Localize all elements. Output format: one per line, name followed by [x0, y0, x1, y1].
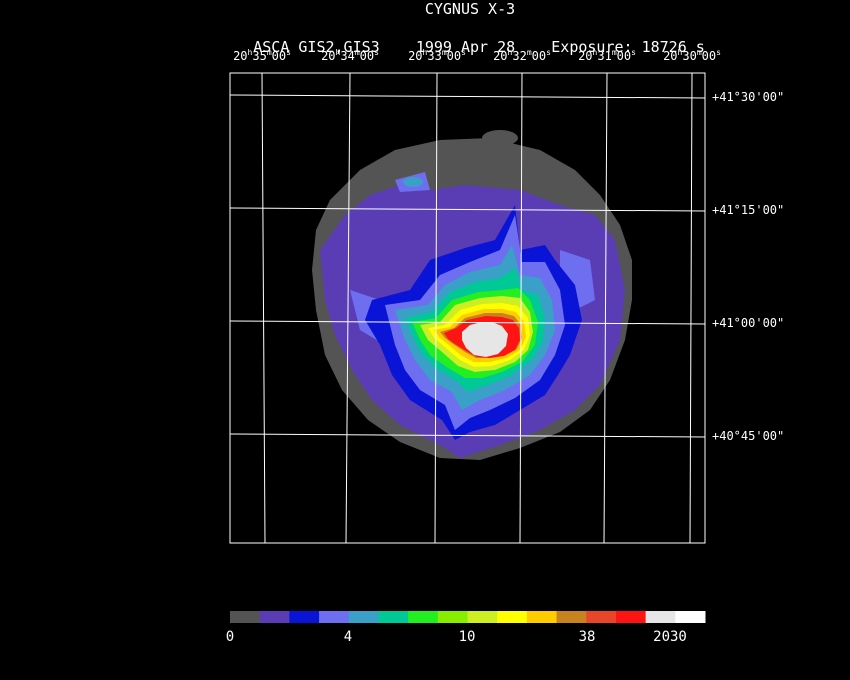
- dec-label-2: +41°00'00": [712, 316, 785, 330]
- dec-label-3: +40°45'00": [712, 429, 785, 443]
- colorbar-segment-15: [675, 611, 706, 623]
- exposure-label: Exposure: 18726 s: [551, 38, 705, 56]
- xray-intensity-map: [312, 130, 632, 460]
- colorbar-tick-0: 0: [225, 629, 235, 645]
- image-title: CYGNUS X-3: [424, 0, 516, 18]
- colorbar-segment-6: [408, 611, 439, 623]
- colorbar-tick-2: 10: [458, 629, 476, 645]
- colorbar-tick-4: 2030: [653, 629, 687, 645]
- colorbar-segment-13: [615, 611, 647, 623]
- colorbar-segment-5: [378, 611, 409, 623]
- ra-label-4: 20h31m00s: [578, 48, 636, 63]
- ra-label-0: 20h35m00s: [233, 48, 291, 63]
- ra-label-5: 20h30m00s: [663, 48, 721, 63]
- colorbar-segment-2: [289, 611, 320, 623]
- colorbar: [230, 611, 706, 623]
- colorbar-tick-1: 4: [343, 629, 353, 645]
- colorbar-segment-0: [230, 611, 261, 623]
- colorbar-segment-12: [586, 611, 617, 623]
- intensity-peak: [462, 322, 508, 357]
- colorbar-segment-4: [348, 611, 379, 623]
- colorbar-segment-8: [467, 611, 498, 623]
- image-subtitle: ASCA GIS2,GIS3 1999 Apr 28 Exposure: 187…: [0, 20, 850, 56]
- coordinate-grid: [229, 72, 706, 544]
- observation-date: 1999 Apr 28: [415, 38, 516, 56]
- colorbar-segment-10: [526, 611, 558, 623]
- colorbar-segment-14: [645, 611, 676, 623]
- instrument-label: ASCA GIS2,GIS3: [253, 38, 380, 56]
- colorbar-segment-1: [259, 611, 290, 623]
- colorbar-tick-3: 38: [578, 629, 596, 645]
- ra-label-3: 20h32m00s: [493, 48, 551, 63]
- colorbar-segment-9: [497, 611, 528, 623]
- colorbar-segment-11: [556, 611, 587, 623]
- dec-label-1: +41°15'00": [712, 203, 785, 217]
- dec-label-0: +41°30'00": [712, 90, 785, 104]
- colorbar-segment-7: [437, 611, 468, 623]
- plot-frame: [229, 72, 706, 544]
- ra-label-2: 20h33m00s: [408, 48, 466, 63]
- colorbar-segment-3: [319, 611, 350, 623]
- ra-label-1: 20h34m00s: [321, 48, 379, 63]
